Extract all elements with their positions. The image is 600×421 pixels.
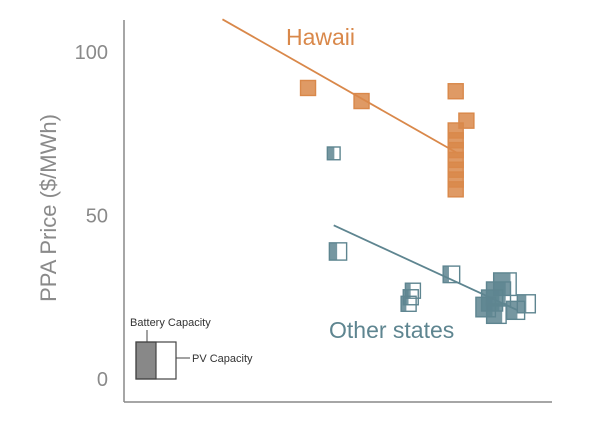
y-tick-label-0: 0: [97, 369, 108, 391]
hawaii-point-pv: [447, 181, 464, 198]
other-states-point-battery: [443, 266, 449, 283]
other-states-point-pv: [400, 295, 417, 312]
hawaii-point-pv: [299, 79, 317, 97]
other-states-point-pv: [442, 265, 461, 284]
size-legend: Battery Capacity PV Capacity: [130, 317, 253, 380]
other-states-point-battery: [486, 303, 503, 324]
other-states-point-pv: [328, 242, 348, 261]
hawaii-point-battery: [300, 80, 316, 96]
hawaii-point: [447, 83, 464, 100]
other-states-point: [516, 294, 537, 314]
hawaii-point-pv: [353, 92, 370, 110]
legend-battery-swatch: [135, 341, 157, 380]
axes: [123, 20, 552, 403]
other-states-point-pv: [326, 146, 341, 161]
hawaii-point-battery: [448, 181, 464, 197]
legend-pv-swatch: [135, 341, 177, 380]
other-states-point: [326, 146, 341, 161]
hawaii-label: Hawaii: [286, 24, 355, 50]
legend-pv-label: PV Capacity: [192, 353, 253, 365]
other-states-point-battery: [327, 146, 335, 160]
other-states-point: [485, 303, 507, 325]
trend-lines: [221, 18, 519, 312]
y-tick-label-50: 50: [86, 206, 108, 228]
other-states-point-battery: [506, 301, 518, 320]
hawaii-point: [299, 79, 317, 97]
other-states-point-pv: [485, 303, 507, 325]
other-states-point-battery: [401, 296, 407, 312]
hawaii-point-battery: [448, 83, 464, 99]
other-states-point: [442, 265, 461, 284]
other-states-label: Other states: [329, 317, 454, 343]
hawaii-point-battery: [354, 93, 370, 109]
y-axis-title: PPA Price ($/MWh): [36, 114, 61, 302]
y-tick-labels: 0 50 100: [75, 42, 108, 391]
hawaii-point: [353, 92, 370, 110]
legend-battery-label: Battery Capacity: [130, 317, 211, 329]
hawaii-point: [447, 181, 464, 198]
hawaii-trend-line: [221, 18, 459, 155]
other-states-point-battery: [329, 242, 338, 261]
data-points: [299, 79, 537, 325]
series-labels: Hawaii Other states: [286, 24, 454, 343]
other-states-point-battery: [517, 294, 527, 313]
other-states-point: [328, 242, 348, 261]
y-tick-label-100: 100: [75, 42, 108, 64]
other-states-point: [400, 295, 417, 312]
hawaii-point-pv: [458, 112, 475, 129]
hawaii-point-pv: [447, 83, 464, 100]
